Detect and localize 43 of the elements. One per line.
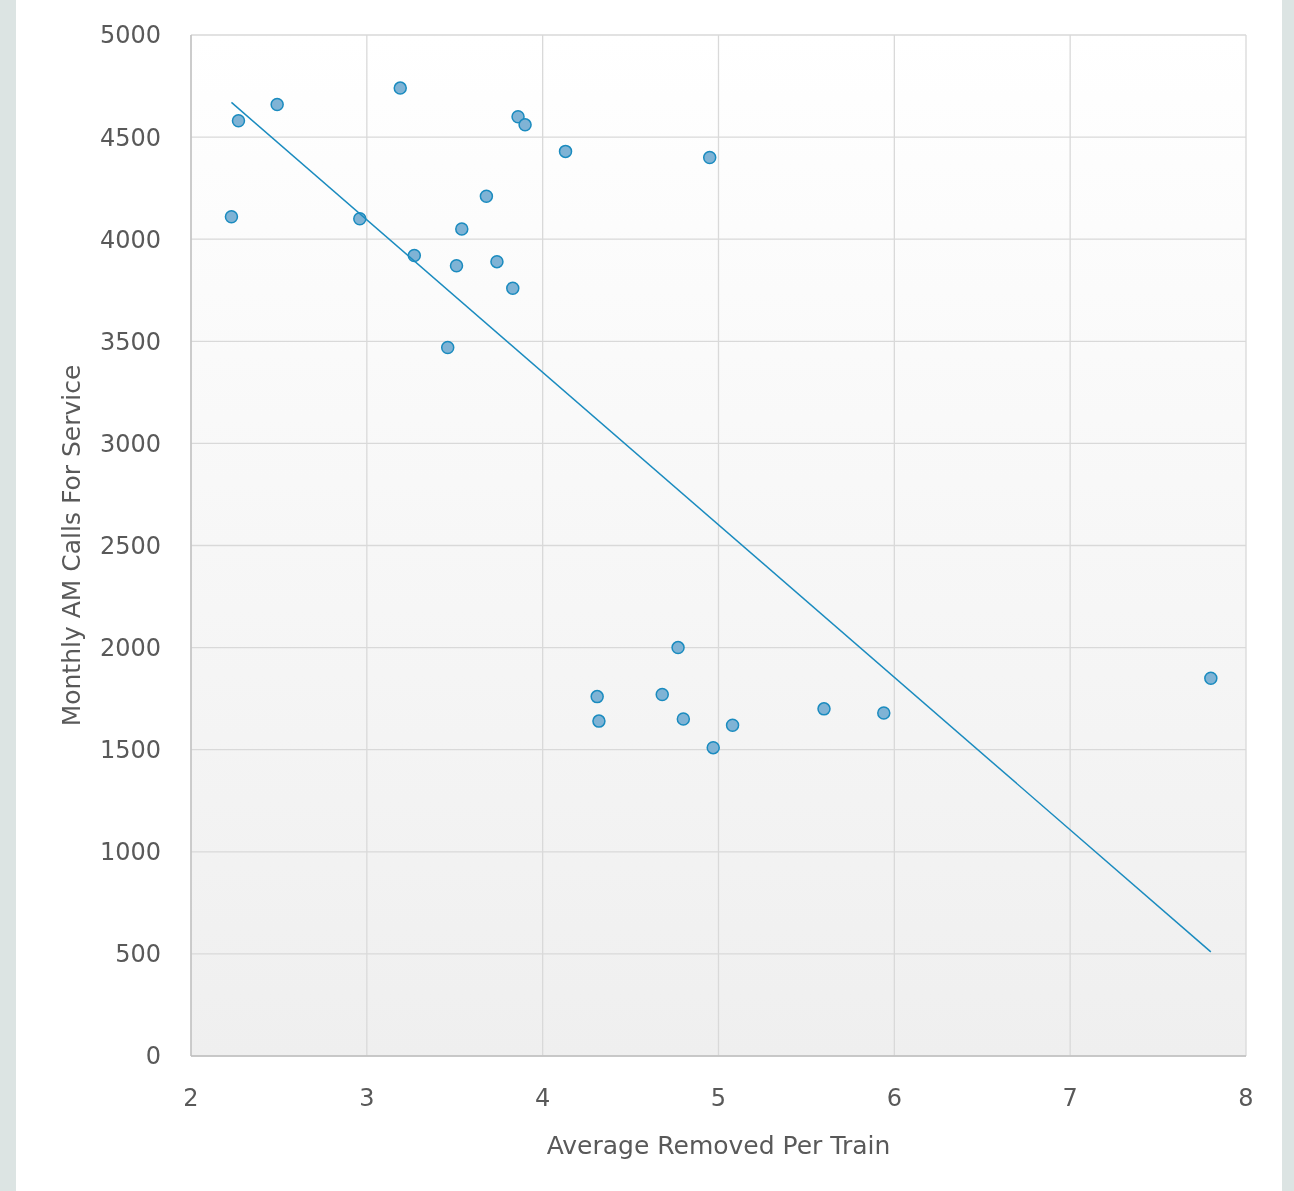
- x-tick-label: 4: [535, 1084, 551, 1112]
- point: [817, 702, 831, 716]
- x-tick-label: 6: [886, 1084, 902, 1112]
- x-tick-label: 2: [183, 1084, 199, 1112]
- point: [702, 150, 717, 165]
- point: [671, 640, 685, 655]
- y-tick-label: 3500: [99, 327, 161, 356]
- point: [270, 97, 284, 112]
- y-tick-label: 1000: [99, 838, 161, 867]
- point: [676, 712, 691, 726]
- point: [479, 189, 494, 204]
- point: [490, 254, 504, 269]
- x-tick-label: 7: [1062, 1084, 1078, 1112]
- y-tick-label: 500: [115, 940, 161, 969]
- y-tick-label: 2500: [99, 531, 161, 560]
- y-tick-label: 0: [145, 1042, 161, 1071]
- x-tick-label: 3: [359, 1084, 375, 1112]
- point: [455, 222, 469, 236]
- point: [877, 706, 891, 720]
- point: [518, 118, 532, 132]
- x-tick-label: 8: [1238, 1084, 1254, 1112]
- point: [590, 689, 604, 704]
- x-axis-title: Average Removed Per Train: [546, 1131, 891, 1160]
- y-tick-label: 2000: [99, 634, 161, 662]
- x-tick-label: 5: [710, 1084, 727, 1112]
- y-tick-label: 4500: [99, 123, 161, 152]
- point: [393, 81, 407, 95]
- point: [224, 209, 239, 224]
- point: [506, 281, 520, 295]
- point: [655, 687, 669, 702]
- y-tick-label: 1500: [99, 736, 161, 765]
- y-axis-title: Monthly AM Calls For Service: [57, 364, 86, 727]
- y-tick-label: 5000: [99, 21, 161, 50]
- point: [449, 259, 464, 273]
- y-tick-label: 3000: [99, 429, 161, 458]
- point: [231, 114, 246, 128]
- point: [558, 144, 573, 159]
- point: [725, 718, 740, 732]
- point: [440, 340, 455, 355]
- y-tick-label: 4000: [99, 225, 161, 254]
- point: [1204, 671, 1218, 685]
- point: [706, 740, 720, 755]
- point: [592, 714, 606, 728]
